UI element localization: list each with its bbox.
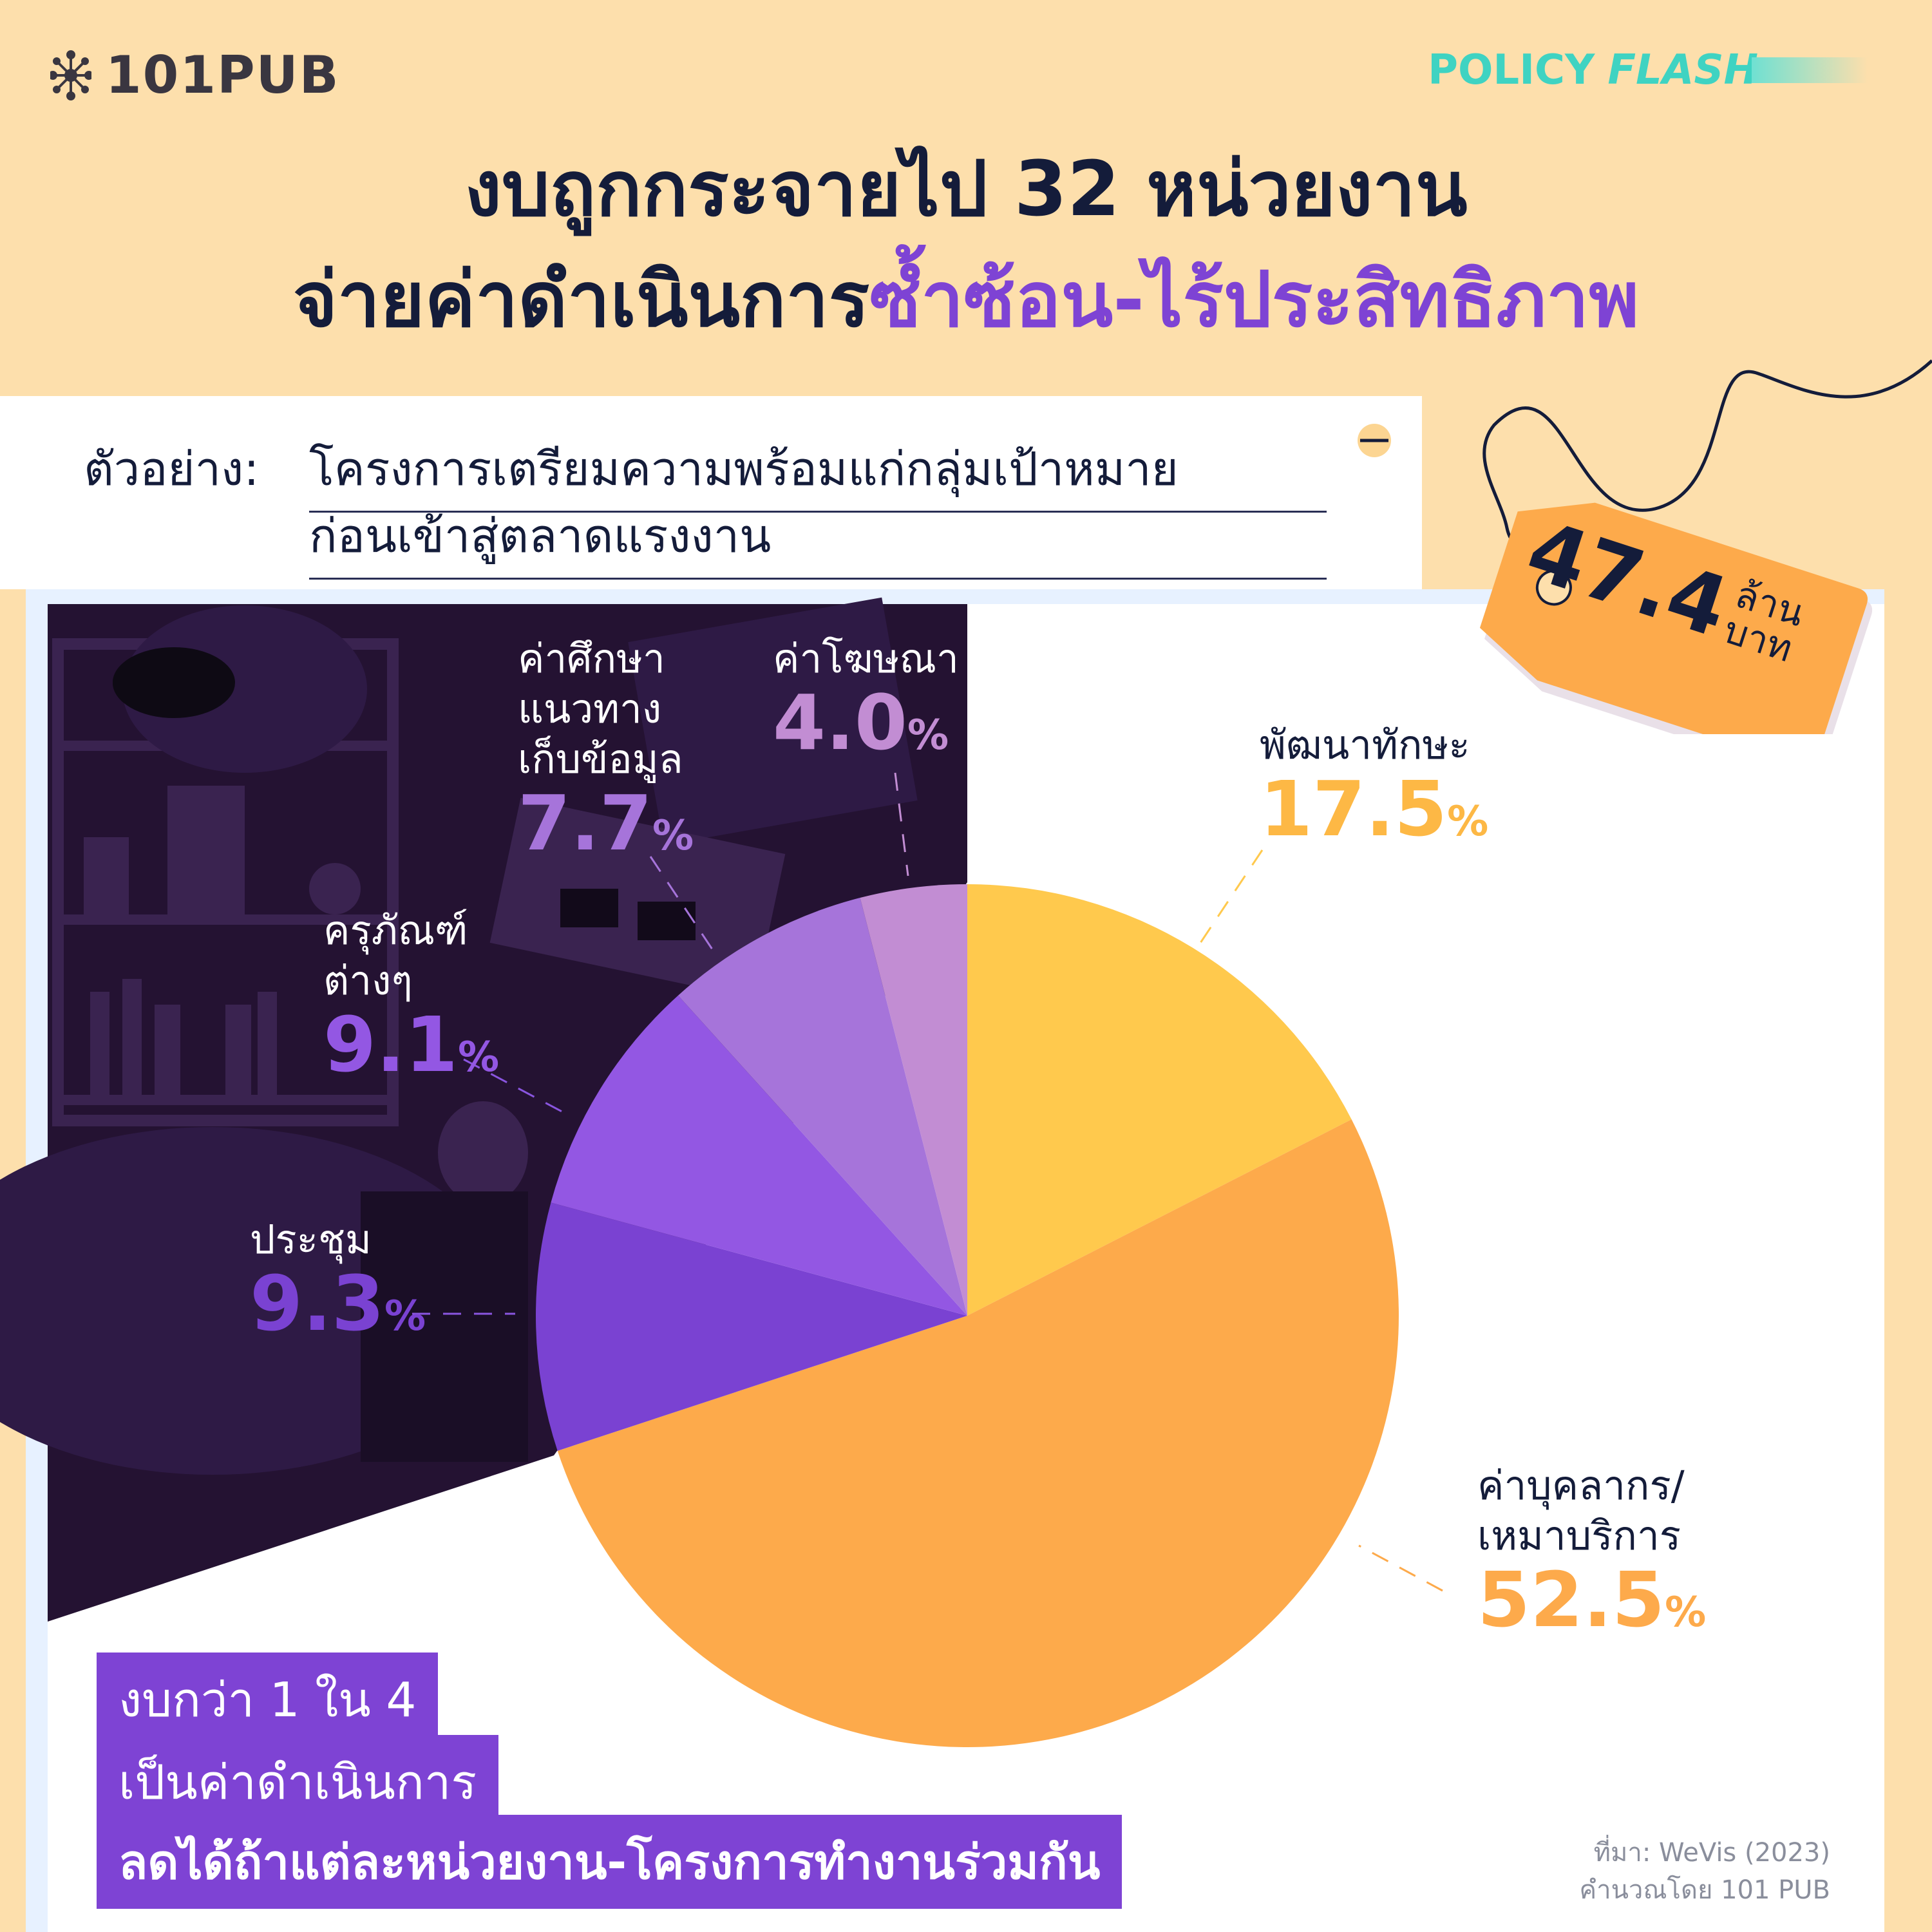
pct-meeting-sign: %	[384, 1293, 426, 1340]
label-skill: พัฒนาทักษะ 17.5%	[1260, 720, 1488, 860]
tag-string	[1482, 359, 1932, 559]
pct-study: 7.7%	[518, 784, 694, 875]
label-meeting-line-1: ประชุม	[250, 1216, 372, 1263]
pct-equipment-sign: %	[458, 1034, 500, 1081]
pct-ads: 4.0%	[773, 684, 959, 774]
pct-meeting: 9.3%	[250, 1265, 426, 1355]
headline-highlight: ซ้ำซ้อน-ไร้ประสิทธิภาพ	[869, 255, 1640, 344]
price-tag-graphic	[1358, 359, 1932, 734]
tag-body	[1479, 502, 1868, 734]
logo-text: 101PUB	[106, 45, 340, 105]
label-skill-line-1: พัฒนาทักษะ	[1260, 721, 1470, 768]
note-line-1: งบกว่า 1 ใน 4	[97, 1653, 439, 1747]
label-ads-line-1: ค่าโฆษณา	[773, 635, 959, 682]
headline-line-2: จ่ายค่าดำเนินการซ้ำซ้อน-ไร้ประสิทธิภาพ	[0, 251, 1932, 348]
pct-ads-sign: %	[907, 712, 949, 759]
label-ads: ค่าโฆษณา 4.0%	[773, 634, 959, 774]
label-equipment: ครุภัณฑ์ ต่างๆ 9.1%	[323, 905, 499, 1096]
pct-equipment: 9.1%	[323, 1006, 499, 1096]
label-meeting: ประชุม 9.3%	[250, 1215, 426, 1355]
label-study-line-3: เก็บข้อมูล	[518, 735, 683, 782]
tag-hole	[1535, 569, 1572, 606]
series-policy: POLICY	[1428, 46, 1595, 94]
label-equipment-line-2: ต่างๆ	[323, 957, 413, 1004]
example-line-1: โครงการเตรียมความพร้อมแก่กลุ่มเป้าหมาย	[309, 431, 1327, 513]
leader-lines	[412, 772, 1443, 1592]
pie-slice-skill	[967, 884, 1352, 1316]
pie-slice-staff	[557, 1119, 1399, 1747]
pie-slice-meeting	[536, 1202, 967, 1451]
headline-line-1: งบถูกกระจายไป 32 หน่วยงาน	[464, 144, 1468, 233]
series-badge: POLICY FLASH	[1428, 46, 1868, 94]
network-icon	[50, 50, 91, 100]
label-staff-line-2: เหมาบริการ	[1477, 1512, 1681, 1559]
series-fade-bar	[1752, 57, 1868, 83]
series-flash: FLASH	[1607, 46, 1758, 94]
example-label: ตัวอย่าง:	[84, 442, 260, 496]
pct-study-value: 7.7	[518, 779, 653, 867]
label-staff-line-1: ค่าบุคลากร/	[1477, 1462, 1685, 1509]
pct-skill-value: 17.5	[1260, 764, 1448, 853]
label-study-line-2: แนวทาง	[518, 685, 662, 732]
pct-equipment-value: 9.1	[323, 1000, 459, 1089]
brand-logo: 101PUB	[50, 45, 340, 105]
pct-ads-value: 4.0	[773, 678, 908, 767]
pct-staff-value: 52.5	[1477, 1555, 1665, 1644]
pct-skill: 17.5%	[1260, 770, 1488, 860]
source-note: ที่มา: WeVis (2023) คำนวณโดย 101 PUB	[1579, 1834, 1830, 1909]
source-line-1: ที่มา: WeVis (2023)	[1593, 1838, 1830, 1868]
pct-meeting-value: 9.3	[250, 1259, 385, 1348]
pct-study-sign: %	[652, 812, 694, 860]
pie-slice-equipment	[551, 995, 967, 1316]
pie-slices	[536, 884, 1399, 1747]
headline-plain: จ่ายค่าดำเนินการ	[292, 255, 870, 344]
example-card	[0, 396, 1422, 589]
dark-illustration	[0, 597, 967, 1622]
pie-slice-study	[678, 898, 967, 1316]
pct-skill-sign: %	[1447, 798, 1489, 846]
label-equipment-line-1: ครุภัณฑ์	[323, 907, 468, 954]
label-study-line-1: ค่าศึกษา	[518, 635, 665, 682]
note-line-3: ลดได้ถ้าแต่ละหน่วยงาน-โครงการทำงานร่วมกั…	[97, 1815, 1122, 1909]
label-staff: ค่าบุคลากร/ เหมาบริการ 52.5%	[1477, 1461, 1706, 1651]
note-line-2: เป็นค่าดำเนินการ	[97, 1735, 499, 1829]
pie-slice-ads	[860, 884, 967, 1316]
pct-staff-sign: %	[1665, 1589, 1707, 1636]
pct-staff: 52.5%	[1477, 1561, 1706, 1651]
source-line-2: คำนวณโดย 101 PUB	[1579, 1875, 1830, 1905]
example-line-2: ก่อนเข้าสู่ตลาดแรงงาน	[309, 498, 1327, 580]
label-study: ค่าศึกษา แนวทาง เก็บข้อมูล 7.7%	[518, 634, 694, 875]
